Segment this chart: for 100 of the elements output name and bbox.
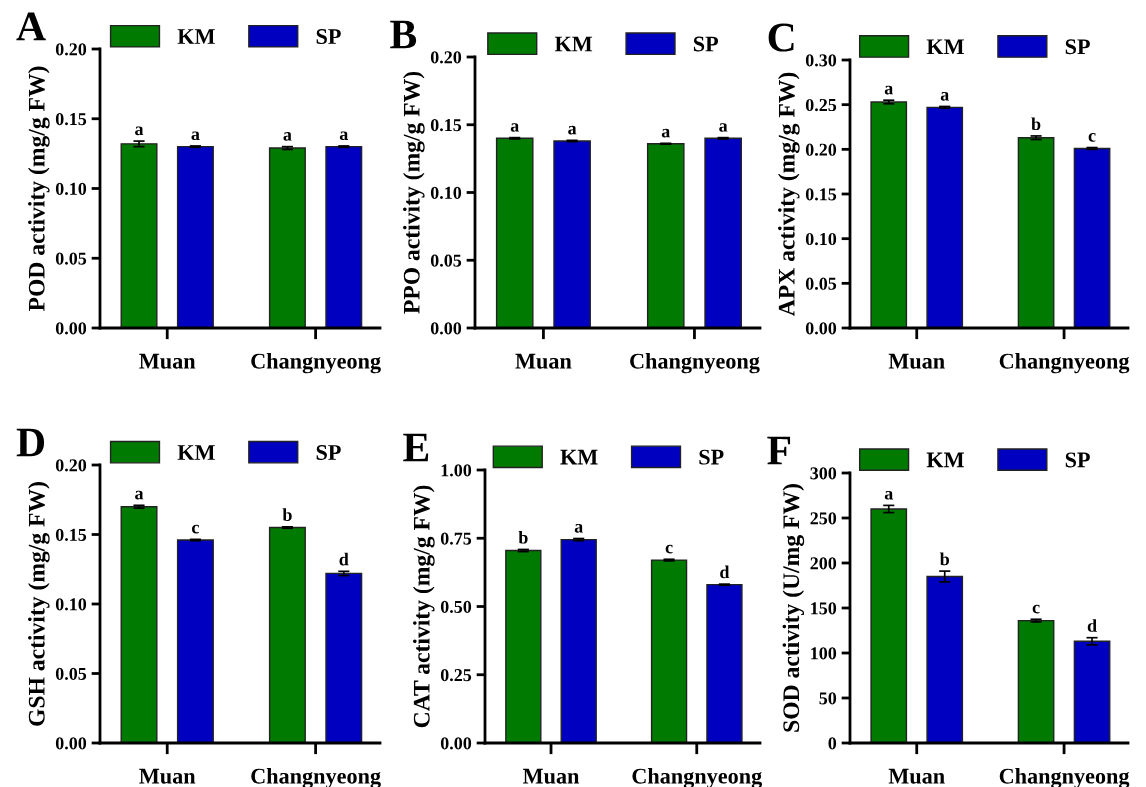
y-axis-title: APX activity (mg/g FW) xyxy=(778,72,800,317)
y-tick-label: 0.15 xyxy=(430,119,462,132)
y-tick-label: 300 xyxy=(810,467,837,480)
y-tick-label: 0.50 xyxy=(440,600,472,614)
y-axis-title: SOD activity (U/mg FW) xyxy=(782,484,805,732)
y-tick-label: 150 xyxy=(811,602,837,615)
data-label: a xyxy=(135,126,144,136)
chart-title: D xyxy=(16,428,45,457)
y-tick-label: 100 xyxy=(811,647,837,660)
data-label: c xyxy=(1088,133,1096,142)
y-tick-label: 0.00 xyxy=(55,322,87,335)
y-tick-label: 0.10 xyxy=(805,232,837,246)
y-tick-label: 0.10 xyxy=(430,186,462,200)
y-axis-title: PPO activity (mg/g FW) xyxy=(403,71,425,314)
x-tick-label: Muan xyxy=(888,768,945,784)
legend-label: KM xyxy=(926,452,964,468)
y-tick-label: 0.05 xyxy=(55,667,87,681)
chart-title: B xyxy=(390,20,417,49)
legend-label: SP xyxy=(1065,39,1090,55)
data-label: b xyxy=(518,530,528,544)
data-label: c xyxy=(192,524,199,534)
bar xyxy=(325,572,363,743)
bar xyxy=(706,583,743,743)
bar xyxy=(650,559,688,743)
data-label: a xyxy=(661,128,670,138)
y-axis-title: POD activity (mg/g FW) xyxy=(28,66,50,312)
y-tick-label: 0.25 xyxy=(440,669,472,682)
y-tick-label: 50 xyxy=(819,692,837,705)
x-tick-label: Muan xyxy=(888,353,945,369)
data-label: d xyxy=(339,552,349,566)
legend-label: SP xyxy=(316,29,341,45)
y-axis-title: GSH activity (mg/g FW) xyxy=(28,482,50,726)
bar xyxy=(926,106,964,328)
y-tick-label: 0.75 xyxy=(440,532,472,545)
data-label: a xyxy=(339,131,349,141)
y-tick-label: 0.00 xyxy=(55,737,87,750)
y-tick-label: 0.05 xyxy=(805,277,837,290)
chart-title: F xyxy=(767,436,791,465)
legend-label: SP xyxy=(316,445,341,460)
y-tick-label: 250 xyxy=(810,512,837,525)
legend-label: KM xyxy=(554,36,593,52)
bar xyxy=(1017,137,1055,328)
y-tick-label: 0.15 xyxy=(55,113,87,126)
y-tick-label: 0.00 xyxy=(805,322,837,335)
data-label: c xyxy=(1032,604,1040,614)
legend-label: KM xyxy=(177,29,215,44)
legend-label: KM xyxy=(926,39,964,55)
data-label: c xyxy=(665,544,673,554)
y-tick-label: 0.10 xyxy=(55,182,87,196)
legend-label: SP xyxy=(699,449,724,465)
data-label: a xyxy=(135,490,144,500)
y-tick-label: 0.05 xyxy=(430,254,462,267)
x-tick-label: Changnyeong xyxy=(630,353,760,374)
y-tick-label: 1.00 xyxy=(441,464,472,477)
y-tick-label: 0 xyxy=(828,737,837,750)
x-tick-label: Muan xyxy=(139,353,196,369)
legend-label: SP xyxy=(693,36,719,52)
bar xyxy=(120,506,158,743)
data-label: b xyxy=(939,552,950,566)
data-label: a xyxy=(719,123,728,132)
data-label: a xyxy=(191,131,200,141)
y-tick-label: 0.00 xyxy=(440,737,472,750)
legend-label: KM xyxy=(177,445,215,460)
bar xyxy=(926,575,964,743)
data-label: a xyxy=(884,490,893,500)
legend-label: KM xyxy=(560,449,598,465)
data-label: b xyxy=(282,508,292,521)
chart-title: C xyxy=(768,23,794,52)
y-tick-label: 0.30 xyxy=(805,54,837,67)
y-tick-label: 0.00 xyxy=(430,322,462,335)
bar xyxy=(1073,147,1111,328)
x-tick-label: Muan xyxy=(522,768,580,784)
data-label: a xyxy=(574,524,583,533)
y-tick-label: 0.20 xyxy=(55,43,87,56)
bar xyxy=(176,539,214,743)
bar xyxy=(1073,640,1111,743)
bar xyxy=(870,508,908,743)
data-label: d xyxy=(1087,619,1097,632)
y-tick-label: 0.10 xyxy=(55,598,87,611)
y-tick-label: 0.25 xyxy=(805,98,837,112)
data-label: b xyxy=(1031,117,1041,131)
chart-title: E xyxy=(403,433,429,462)
data-label: a xyxy=(283,132,292,141)
x-tick-label: Muan xyxy=(515,353,572,369)
x-tick-label: Changnyeong xyxy=(251,353,381,374)
y-tick-label: 0.15 xyxy=(805,188,837,201)
chart-title: A xyxy=(16,12,46,41)
data-label: a xyxy=(510,123,519,132)
y-tick-label: 0.15 xyxy=(55,528,87,542)
y-axis-title: CAT activity (mg/g FW) xyxy=(413,485,435,728)
bar xyxy=(560,538,597,743)
bar xyxy=(870,101,908,328)
x-tick-label: Muan xyxy=(139,768,196,784)
data-label: a xyxy=(884,85,893,95)
data-label: d xyxy=(720,565,730,579)
y-tick-label: 0.20 xyxy=(55,459,87,472)
data-label: a xyxy=(940,91,949,101)
y-tick-label: 0.20 xyxy=(805,143,837,156)
bar xyxy=(1017,619,1055,743)
y-tick-label: 0.05 xyxy=(55,252,87,265)
